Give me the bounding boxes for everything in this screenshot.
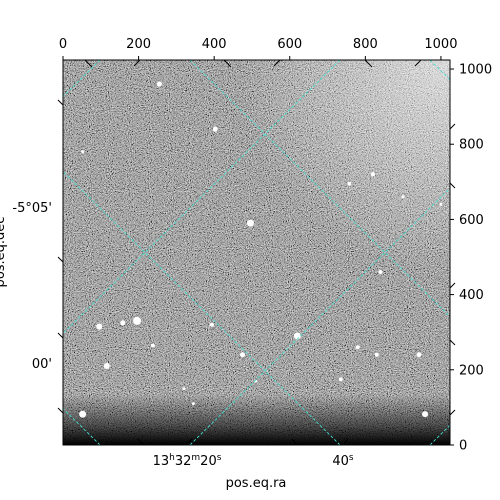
world-tick-13 <box>57 407 64 414</box>
star-14 <box>378 270 383 275</box>
pixel-x-axis-top: 0 200 400 600 800 1000 <box>59 37 457 60</box>
pixel-x-tick-label-2: 400 <box>202 37 227 52</box>
ra-tick-seconds-unit-1: s <box>349 453 354 463</box>
dec-tick-label-0: -5°05' <box>12 201 52 216</box>
star-7 <box>79 410 87 418</box>
star-21 <box>439 202 443 206</box>
world-tick-0 <box>84 59 93 68</box>
pixel-x-tick-label-1: 200 <box>126 37 151 52</box>
world-tick-2 <box>223 59 232 68</box>
ra-tick-hours-unit: h <box>169 453 175 463</box>
pixel-y-axis-right: 0 200 400 600 800 1000 <box>450 63 492 454</box>
plot-frame <box>62 59 451 446</box>
x-axis-title: pos.eq.ra <box>226 476 287 491</box>
star-1 <box>212 126 218 132</box>
star-16 <box>374 352 379 357</box>
star-25 <box>81 150 85 154</box>
ra-tick-seconds-1: 40 <box>332 454 349 469</box>
ra-tick-label-1: 40s <box>332 453 354 469</box>
star-8 <box>150 343 155 348</box>
world-tick-15 <box>449 182 456 189</box>
pixel-y-tick-label-4: 800 <box>459 138 484 153</box>
world-tick-9 <box>341 438 349 446</box>
star-15 <box>355 345 360 350</box>
world-tick-6 <box>137 438 145 446</box>
world-tick-5 <box>414 59 422 67</box>
star-18 <box>422 411 429 418</box>
grid-line-6 <box>189 187 450 445</box>
world-tick-4 <box>364 59 373 68</box>
ra-tick-seconds: 20 <box>200 454 217 469</box>
ra-tick-minutes-unit: m <box>191 453 200 463</box>
star-12 <box>338 377 343 382</box>
world-coordinate-ticks <box>57 59 456 446</box>
star-13 <box>347 181 352 186</box>
star-5 <box>96 323 103 330</box>
star-4 <box>120 320 126 326</box>
world-tick-3 <box>273 59 281 67</box>
pixel-y-tick-label-5: 1000 <box>459 63 492 78</box>
world-tick-11 <box>57 256 64 263</box>
star-11 <box>293 332 301 340</box>
pixel-y-tick-label-3: 600 <box>459 213 484 228</box>
world-tick-7 <box>185 438 193 446</box>
coordinate-grid <box>63 60 450 445</box>
star-6 <box>103 363 110 370</box>
grid-line-1 <box>63 170 341 445</box>
star-17 <box>416 352 422 358</box>
pixel-y-tick-label-1: 200 <box>459 363 484 378</box>
ra-tick-seconds-unit: s <box>217 453 222 463</box>
pixel-x-tick-label-4: 800 <box>353 37 378 52</box>
world-tick-12 <box>57 332 64 339</box>
star-0 <box>156 81 162 87</box>
star-23 <box>182 387 186 391</box>
dec-tick-label-1: 00' <box>32 357 52 372</box>
world-tick-8 <box>291 438 299 446</box>
star-10 <box>240 352 246 358</box>
pixel-y-tick-label-0: 0 <box>459 439 467 454</box>
grid-line-5 <box>63 60 341 335</box>
world-tick-16 <box>449 282 456 289</box>
world-tick-17 <box>449 339 456 346</box>
ra-tick-hours: 13 <box>153 454 170 469</box>
pixel-y-tick-label-2: 400 <box>459 288 484 303</box>
ra-tick-label-0: 13h32m20s <box>153 453 222 469</box>
star-3 <box>133 316 142 325</box>
star-9 <box>209 322 214 327</box>
world-tick-14 <box>449 123 456 130</box>
sky-image <box>63 60 450 445</box>
world-tick-18 <box>449 409 456 416</box>
star-24 <box>191 402 195 406</box>
star-20 <box>401 195 405 199</box>
grid-line-2 <box>189 60 450 318</box>
stars-layer <box>79 81 443 418</box>
pixel-x-tick-label-3: 600 <box>277 37 302 52</box>
world-tick-10 <box>57 99 64 106</box>
pixel-x-tick-label-0: 0 <box>59 37 67 52</box>
y-axis-title: pos.eq.dec <box>0 217 8 288</box>
world-tick-1 <box>133 59 141 67</box>
ra-tick-minutes: 32 <box>175 454 192 469</box>
pixel-x-tick-label-5: 1000 <box>424 37 457 52</box>
star-2 <box>246 219 254 227</box>
star-19 <box>370 172 375 177</box>
